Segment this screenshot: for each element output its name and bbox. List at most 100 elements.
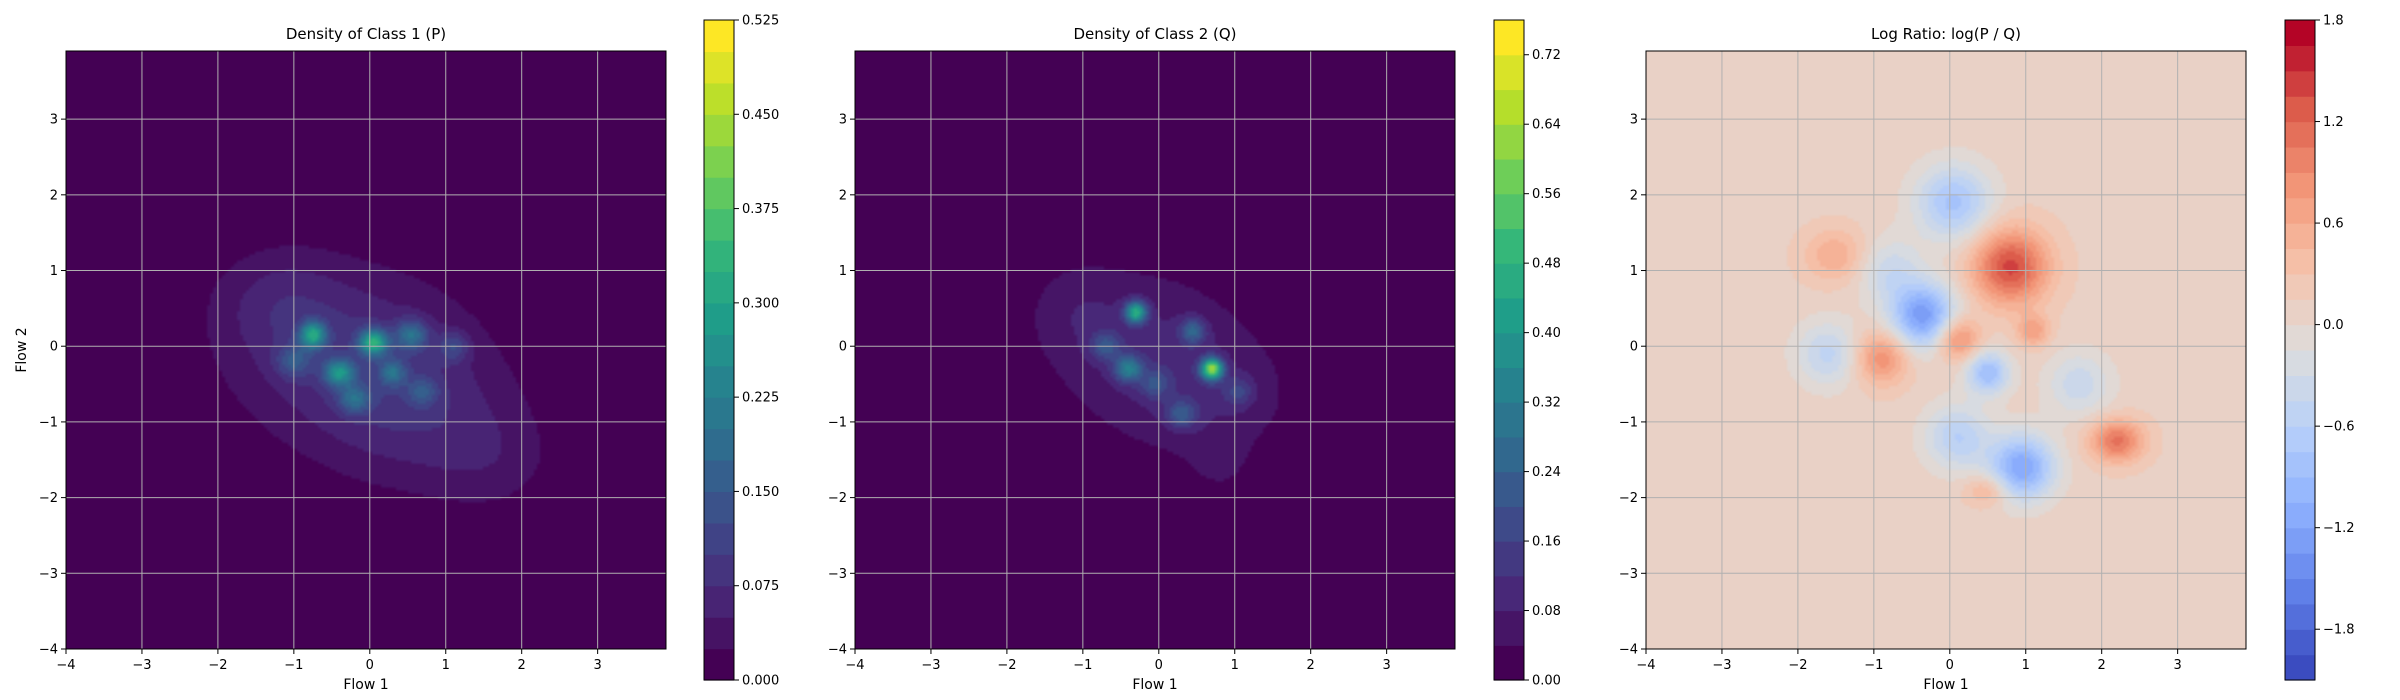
colorbar-band <box>1494 402 1524 438</box>
y-tick-label: 1 <box>839 264 847 279</box>
colorbar-band <box>704 428 734 461</box>
colorbar-band <box>704 585 734 618</box>
colorbar-band <box>2285 20 2315 46</box>
x-tick-label: −3 <box>132 658 151 673</box>
panel-1: −4 −3 −2 −1 0 1 2 3 −4 −3 −2 −1 0 1 2 3 Density of Class… <box>14 14 779 694</box>
colorbar-tick-label: 0.450 <box>742 108 779 123</box>
colorbar-tick-label: −1.2 <box>2323 521 2355 536</box>
x-tick-label: 1 <box>442 658 450 673</box>
colorbar-band <box>1494 297 1524 334</box>
x-tick-label: −2 <box>1788 658 1807 673</box>
colorbar-tick-label: −0.6 <box>2323 420 2355 435</box>
colorbar-tick-label: 0.08 <box>1532 604 1561 619</box>
plot-frame <box>854 50 1456 650</box>
plot-frame <box>65 50 667 650</box>
y-tick-label: −2 <box>1619 491 1638 506</box>
y-tick-label: −4 <box>828 643 847 658</box>
colorbar-tick-label: −1.8 <box>2323 623 2355 638</box>
y-tick-label: −1 <box>1619 415 1638 430</box>
colorbar: −1.8 −1.2 −0.6 0.0 0.6 1.2 1.8 <box>2284 14 2355 681</box>
colorbar-band <box>1494 541 1524 577</box>
colorbar-band <box>1494 610 1524 646</box>
density-field <box>855 51 1455 649</box>
plot-frame <box>1645 50 2247 650</box>
colorbar-band <box>704 20 734 53</box>
x-tick-label: −4 <box>56 658 75 673</box>
colorbar: 0.00 0.08 0.16 0.24 0.32 0.40 0.48 0.56 0.64 0.72 <box>1493 19 1561 689</box>
y-tick-label: −2 <box>828 491 847 506</box>
x-axis-label: Flow 1 <box>1923 677 1968 693</box>
x-tick-label: 3 <box>1383 658 1391 673</box>
colorbar-band <box>1494 193 1524 230</box>
colorbar-tick-label: 0.000 <box>742 674 779 689</box>
colorbar-band <box>2285 451 2315 478</box>
y-tick-label: −4 <box>39 643 58 658</box>
colorbar-band <box>2285 375 2315 402</box>
colorbar-band <box>2285 502 2315 529</box>
colorbar-band <box>704 302 734 335</box>
colorbar-band <box>2285 400 2315 427</box>
x-tick-label: −1 <box>1073 658 1092 673</box>
colorbar-band <box>2285 172 2315 199</box>
colorbar-band <box>1494 158 1524 195</box>
colorbar-band <box>2285 553 2315 580</box>
colorbar-tick-label: 0.0 <box>2323 318 2344 333</box>
colorbar-band <box>704 491 734 524</box>
colorbar-band <box>704 522 734 555</box>
colorbar-band <box>2285 527 2315 554</box>
y-tick-label: 3 <box>50 113 58 128</box>
colorbar-tick-label: 0.375 <box>742 202 779 217</box>
y-tick-label: 3 <box>1630 113 1638 128</box>
x-tick-label: −4 <box>1636 658 1655 673</box>
x-tick-label: −4 <box>845 658 864 673</box>
density-field <box>66 51 666 649</box>
y-tick-label: −3 <box>39 567 58 582</box>
colorbar-band <box>2285 45 2315 72</box>
colorbar-band <box>704 648 734 681</box>
panel-2: −4 −3 −2 −1 0 1 2 3 −4 −3 −2 −1 0 1 2 3 Density of Class… <box>828 19 1561 693</box>
colorbar-tick-label: 0.32 <box>1532 396 1561 411</box>
colorbar-band <box>2285 324 2315 351</box>
colorbar-band <box>2285 629 2315 656</box>
x-tick-label: −2 <box>997 658 1016 673</box>
colorbar-tick-label: 0.300 <box>742 296 779 311</box>
colorbar-tick-label: 1.2 <box>2323 115 2344 130</box>
colorbar-tick-label: 0.225 <box>742 391 779 406</box>
x-tick-label: 3 <box>594 658 602 673</box>
colorbar-band <box>2285 299 2315 326</box>
y-tick-label: −2 <box>39 491 58 506</box>
colorbar-band <box>1494 645 1524 681</box>
y-tick-label: 0 <box>839 340 847 355</box>
x-tick-label: 3 <box>2174 658 2182 673</box>
colorbar: 0.000 0.075 0.150 0.225 0.300 0.375 0.450 0.525 <box>703 14 779 689</box>
colorbar-band <box>2285 146 2315 173</box>
colorbar-band <box>704 177 734 210</box>
colorbar-tick-label: 0.525 <box>742 14 779 29</box>
colorbar-band <box>704 365 734 398</box>
colorbar-band <box>2285 223 2315 250</box>
colorbar-band <box>704 145 734 178</box>
colorbar-tick-label: 0.24 <box>1532 465 1561 480</box>
colorbar-tick-label: 0.6 <box>2323 217 2344 232</box>
colorbar-band <box>2285 603 2315 630</box>
x-tick-label: 2 <box>2098 658 2106 673</box>
y-tick-label: 0 <box>1630 340 1638 355</box>
y-tick-label: −1 <box>39 415 58 430</box>
colorbar-frame <box>703 19 735 681</box>
colorbar-band <box>1494 367 1524 403</box>
colorbar-band <box>2285 121 2315 148</box>
y-tick-label: 3 <box>839 113 847 128</box>
colorbar-band <box>2285 426 2315 453</box>
colorbar-band <box>1494 54 1524 91</box>
colorbar-band <box>704 554 734 587</box>
colorbar-band <box>704 114 734 147</box>
panel-3: −4 −3 −2 −1 0 1 2 3 −4 −3 −2 −1 0 1 2 3 Log Ratio: log(P… <box>1619 14 2355 694</box>
x-tick-label: −1 <box>1864 658 1883 673</box>
colorbar-band <box>1494 263 1524 299</box>
colorbar-frame <box>1493 19 1525 681</box>
y-tick-label: −1 <box>828 415 847 430</box>
colorbar-band <box>704 51 734 84</box>
y-tick-label: −3 <box>828 567 847 582</box>
x-axis-label: Flow 1 <box>1132 677 1177 693</box>
